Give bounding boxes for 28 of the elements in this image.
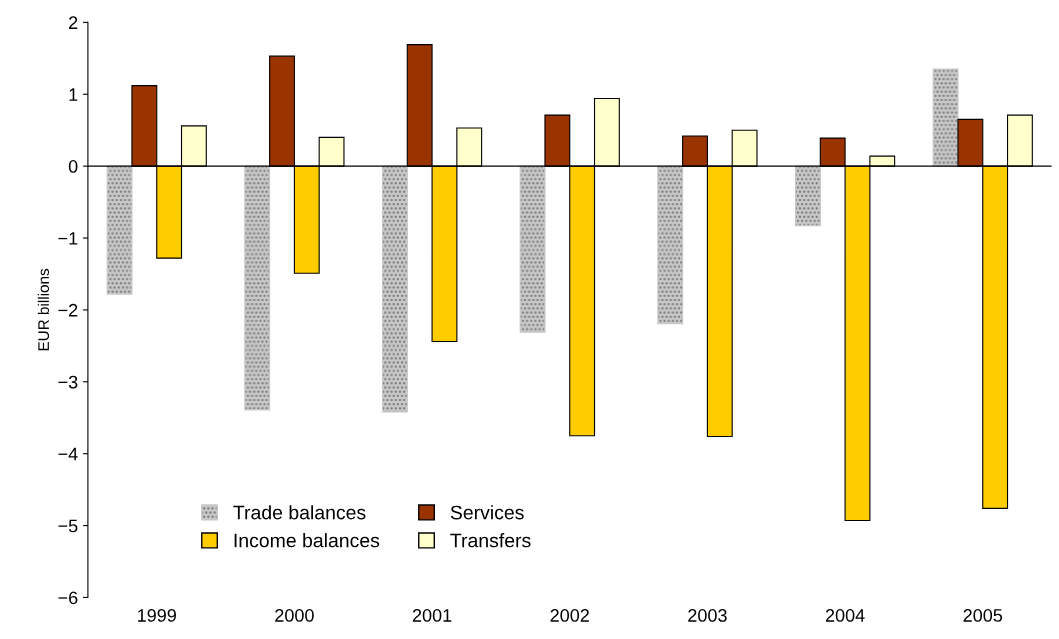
x-tick-label: 2005: [963, 609, 1003, 622]
bar: [657, 165, 684, 325]
bar: [932, 68, 959, 167]
y-tick-label: −4: [58, 447, 78, 461]
y-tick-label: −1: [58, 232, 78, 245]
y-axis-title: EUR billions: [37, 268, 50, 351]
y-tick-label: −3: [58, 375, 78, 389]
legend-label: Services: [450, 505, 524, 520]
x-tick-label: 2003: [688, 609, 727, 622]
x-tick-label: 2000: [275, 609, 314, 622]
y-tick-label: 0: [68, 160, 78, 173]
legend-label: Trade balances: [233, 505, 366, 520]
y-tick-label: 1: [69, 88, 78, 101]
y-tick-label: 2: [69, 16, 78, 29]
y-tick-label: −5: [58, 519, 78, 533]
x-tick-label: 1999: [138, 609, 176, 622]
legend-label: Transfers: [450, 533, 531, 548]
x-tick-label: 2004: [825, 609, 865, 622]
x-tick-label: 2001: [412, 609, 452, 622]
y-tick-label: −6: [58, 591, 78, 605]
bar: [106, 165, 133, 295]
bar: [794, 165, 821, 227]
legend-label: Income balances: [234, 533, 380, 548]
bar: [244, 165, 271, 411]
bar: [519, 165, 546, 333]
y-tick-label: −2: [58, 303, 78, 317]
x-tick-label: 2002: [550, 609, 589, 622]
bar: [381, 165, 408, 413]
